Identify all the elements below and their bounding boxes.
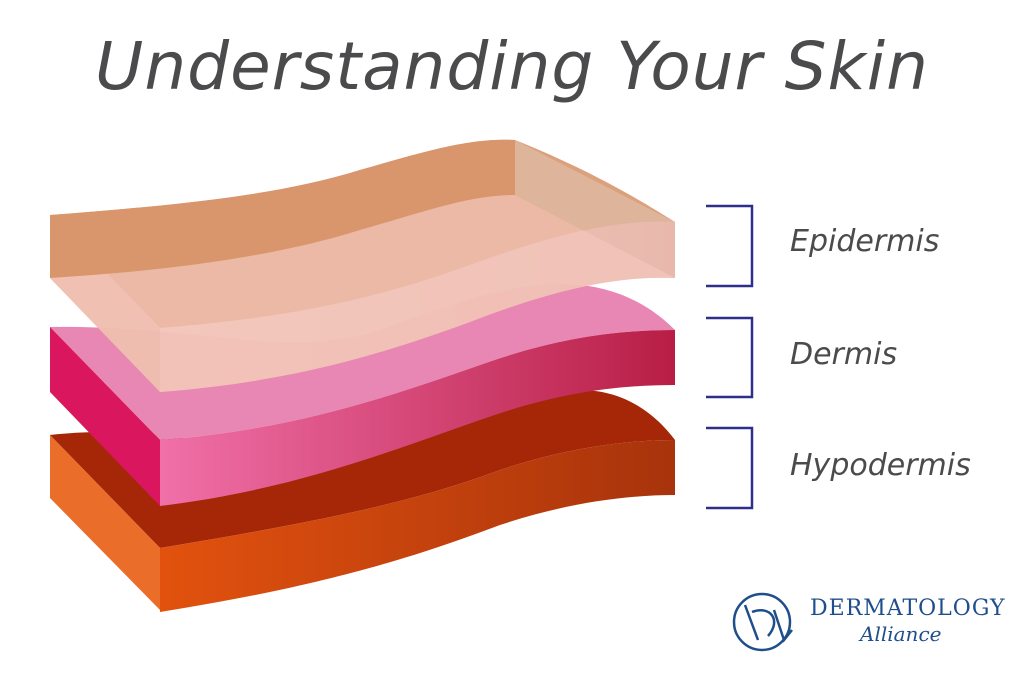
hypodermis-left-side xyxy=(50,435,160,610)
logo-wordmark-line2: Alliance xyxy=(860,622,942,646)
hypodermis-label: Hypodermis xyxy=(790,448,971,483)
epidermis-layer xyxy=(50,139,675,392)
epidermis-bracket xyxy=(706,204,754,288)
logo-wordmark-line1: DERMATOLOGY xyxy=(810,596,1006,621)
dermis-layer xyxy=(50,284,675,506)
epidermis-label: Epidermis xyxy=(790,224,940,259)
dermis-front xyxy=(160,330,675,506)
dermis-bracket xyxy=(706,316,754,399)
dermis-top xyxy=(50,284,675,440)
hypodermis-top xyxy=(50,390,675,548)
epidermis-translucent-top xyxy=(50,195,675,392)
epidermis-band xyxy=(50,139,515,278)
hypodermis-bracket xyxy=(706,426,754,510)
layer-brackets xyxy=(706,204,754,510)
dermis-left-side xyxy=(50,327,160,506)
page-title: Understanding Your Skin xyxy=(95,28,929,105)
dermis-label: Dermis xyxy=(790,337,898,372)
hypodermis-front xyxy=(160,440,675,612)
hypodermis-layer xyxy=(50,390,675,612)
logo-emblem xyxy=(732,592,793,652)
